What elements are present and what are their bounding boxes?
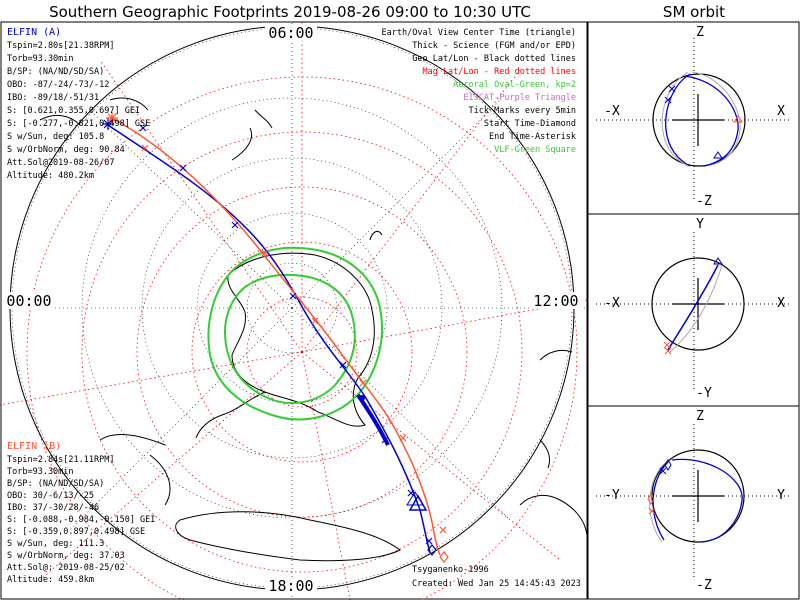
sm-orbit-panels: Z -Z -X X Y -Y -X X xyxy=(587,21,800,600)
legend-item: Tick Marks every 5min xyxy=(469,106,576,116)
orbit-panel-frame xyxy=(587,21,800,600)
elfin-b-line: S: [-0.088,-0.984,-0.150] GEI xyxy=(7,515,155,525)
elfin-b-line: OBO: 30/-6/13/-25 xyxy=(7,491,94,501)
elfin-b-line: Att.Sol@: 2019-08-25/02 xyxy=(7,563,125,573)
panel1-bottom-label: -Z xyxy=(696,194,712,209)
elfin-b-line: Tspin=2.84s[21.11RPM] xyxy=(7,455,114,465)
orbit-panel-xz: Z -Z -X X xyxy=(596,25,790,209)
legend-item: Geo Lat/Lon - Black dotted lines xyxy=(412,54,576,64)
legend-item: EISCAT-Purple Triangle xyxy=(463,93,576,103)
panel3-top-label: Z xyxy=(696,409,704,424)
elfin-b-line: S w/Sun, deg: 111.3 xyxy=(7,539,104,549)
panel2-left-label: -X xyxy=(604,296,620,311)
legend-item: VLF-Green Square xyxy=(494,145,576,155)
credit-text: Tsyganenko-1996 xyxy=(412,565,489,575)
panel3-right-label: Y xyxy=(777,488,785,503)
elfin-b-line: S: [-0.359,0.897,0.498] GSE xyxy=(7,527,145,537)
elfin-a-title: ELFIN (A) xyxy=(7,27,61,38)
legend-item: End Time-Asterisk xyxy=(489,132,576,142)
clock-label-bottom: 18:00 xyxy=(268,577,313,595)
coastlines xyxy=(39,97,587,562)
elfin-a-line: Torb=93.30min xyxy=(7,54,74,64)
figure-title: Southern Geographic Footprints 2019-08-2… xyxy=(49,3,531,21)
elfin-b-line: S w/OrbNorm, deg: 37.03 xyxy=(7,551,125,561)
elfin-b-line: Altitude: 459.8km xyxy=(7,575,94,585)
elfin-b-title: ELFIN (B) xyxy=(7,441,61,452)
panel2-right-label: X xyxy=(777,296,785,311)
orbit-panel-xy: Y -Y -X X xyxy=(596,217,790,401)
view-center-point xyxy=(359,395,365,401)
tick-marks xyxy=(139,124,433,545)
elfin-a-line: OBO: -87/-24/-73/-12 xyxy=(7,80,109,90)
panel2-top-label: Y xyxy=(696,217,704,232)
panel3-left-label: -Y xyxy=(604,488,620,503)
elfin-a-line: Tspin=2.80s[21.38RPM] xyxy=(7,41,114,51)
elfin-a-line: S: [0.621,0.355,0.697] GEI xyxy=(7,106,140,116)
map-legend: Earth/Oval View Center Time (triangle) T… xyxy=(382,28,576,155)
elfin-a-line: Altitude: 480.2km xyxy=(7,171,94,181)
created-text: Created: Wed Jan 25 14:45:43 2023 xyxy=(412,579,581,589)
elfin-a-line: S w/Sun, deg: 105.8 xyxy=(7,132,104,142)
orbit-panel-yz: Z -Z -Y Y xyxy=(596,409,790,593)
view-center-triangle-b xyxy=(406,491,424,506)
elfin-a-line: S: [-0.277,-0.821,0.498] GSE xyxy=(7,119,150,129)
legend-item: Start Time-Diamond xyxy=(484,119,576,129)
elfin-b-line: B/SP: (NA/ND/SD/SA) xyxy=(7,479,104,489)
elfin-a-info: ELFIN (A) Tspin=2.80s[21.38RPM] Torb=93.… xyxy=(7,27,150,181)
map-frame xyxy=(0,21,588,600)
elfin-a-line: B/SP: (NA/ND/SD/SA) xyxy=(7,67,104,77)
orbit-title: SM orbit xyxy=(663,3,725,21)
panel1-left-label: -X xyxy=(604,104,620,119)
elfin-b-line: Torb=93.30min xyxy=(7,467,74,477)
end-asterisk-b xyxy=(106,112,118,124)
panel3-bottom-label: -Z xyxy=(696,578,712,593)
clock-label-left: 00:00 xyxy=(6,292,51,310)
elfin-b-track xyxy=(111,117,441,556)
clock-label-top: 06:00 xyxy=(268,24,313,42)
auroral-oval xyxy=(207,246,383,421)
legend-item: Earth/Oval View Center Time (triangle) xyxy=(382,28,576,38)
elfin-b-info: ELFIN (B) Tspin=2.84s[21.11RPM] Torb=93.… xyxy=(7,441,155,585)
panel2-bottom-label: -Y xyxy=(696,386,712,401)
elfin-a-line: Att.Sol@2019-08-26/07 xyxy=(7,158,114,168)
start-diamond-a xyxy=(427,544,437,556)
tick-marks-b xyxy=(141,144,447,534)
clock-label-right: 12:00 xyxy=(533,292,578,310)
end-asterisk-a xyxy=(102,118,114,130)
panel1-top-label: Z xyxy=(696,25,704,40)
panel1-right-label: X xyxy=(777,104,785,119)
elfin-a-line: S w/OrbNorm, deg: 90.84 xyxy=(7,145,125,155)
legend-item: Auroral Oval-Green, kp=2 xyxy=(453,80,576,90)
start-diamond-b xyxy=(439,551,449,563)
legend-item: Thick - Science (FGM and/or EPD) xyxy=(412,41,576,51)
mag-grid xyxy=(0,22,587,600)
legend-item: Mag Lat/Lon - Red dotted lines xyxy=(422,67,576,77)
elfin-a-line: IBO: -89/18/-51/31 xyxy=(7,93,99,103)
elfin-b-line: IBO: 37/-30/28/-46 xyxy=(7,503,99,513)
